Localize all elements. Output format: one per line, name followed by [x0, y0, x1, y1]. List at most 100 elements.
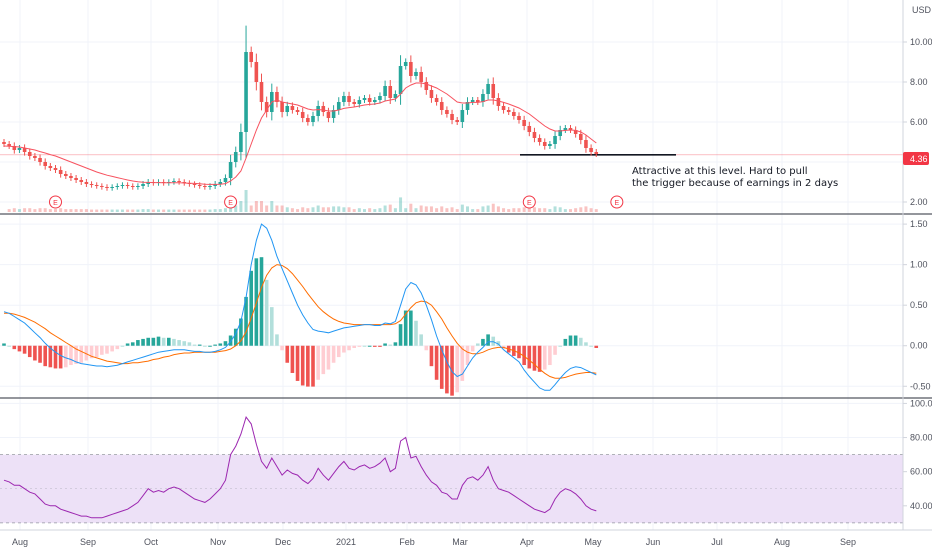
macd-histogram-bar	[249, 270, 253, 346]
macd-histogram-bar	[208, 345, 212, 347]
volume-bar	[198, 209, 202, 212]
macd-histogram-bar	[239, 318, 243, 346]
volume-bar	[275, 205, 279, 212]
macd-histogram	[2, 257, 599, 396]
macd-histogram-bar	[398, 324, 403, 346]
volume-bar	[553, 206, 557, 212]
candle-body	[290, 106, 295, 110]
candle-body	[496, 98, 501, 106]
time-scale[interactable]: Aug Sep Oct Nov Dec 2021 Feb Mar Apr May Jun Jul Aug…	[12, 537, 856, 547]
macd-histogram-bar	[259, 257, 264, 346]
macd-histogram-bar	[100, 345, 104, 355]
volume-bar	[363, 209, 366, 212]
volume-bar	[223, 208, 227, 212]
time-axis-label: Mar	[452, 537, 468, 547]
volume-bar	[471, 209, 475, 212]
candle-body	[522, 120, 526, 126]
macd-histogram-bar	[110, 345, 114, 352]
candle-body	[594, 152, 599, 154]
macd-histogram-bar	[69, 345, 73, 366]
candle-body	[321, 106, 326, 112]
macd-histogram-bar	[167, 337, 171, 346]
candle-body	[7, 144, 11, 146]
macd-signal-line	[4, 264, 597, 379]
macd-histogram-bar	[53, 345, 58, 369]
price-panel[interactable]: E E E E Attractive at this level. Hard to p…	[0, 25, 903, 212]
time-axis-label: Aug	[774, 537, 790, 547]
macd-histogram-bar	[17, 345, 22, 352]
macd-histogram-bar	[156, 336, 161, 346]
volume-bar	[290, 208, 294, 212]
macd-histogram-bar	[373, 345, 377, 347]
macd-histogram-bar	[48, 345, 53, 368]
candle-body	[455, 120, 459, 122]
volume-bar	[203, 209, 207, 212]
volume-bar	[270, 201, 274, 212]
candle-body	[419, 72, 423, 82]
candle-body	[378, 96, 382, 100]
macd-histogram-bar	[491, 336, 496, 346]
candle-body	[584, 140, 588, 148]
axis-tick-label: 2.00	[910, 197, 928, 207]
volume-bar	[538, 208, 542, 212]
macd-histogram-bar	[542, 345, 547, 370]
volume-bar	[74, 209, 78, 212]
volume-bar	[249, 205, 253, 212]
axis-tick-label: 100.00	[910, 398, 932, 408]
volume-bar	[131, 209, 135, 212]
macd-histogram-bar	[233, 328, 238, 346]
candle-body	[336, 102, 341, 110]
macd-histogram-bar	[244, 296, 248, 346]
macd-histogram-bar	[347, 345, 351, 351]
macd-histogram-bar	[203, 345, 207, 347]
macd-histogram-bar	[378, 345, 382, 347]
macd-histogram-bar	[326, 345, 331, 370]
candle-body	[486, 84, 490, 94]
macd-histogram-bar	[172, 338, 176, 346]
volume-bar	[126, 209, 130, 212]
macd-histogram-bar	[38, 345, 42, 363]
macd-histogram-bar	[187, 342, 192, 346]
candle-body	[414, 72, 418, 76]
earnings-marker-label: E	[527, 200, 532, 207]
time-axis-label: Sep	[80, 537, 96, 547]
macd-histogram-bar	[367, 345, 372, 347]
candle-body	[100, 186, 104, 187]
volume-bar	[23, 208, 27, 212]
candle-body	[208, 186, 212, 187]
axis-tick-label: 10.00	[910, 37, 932, 47]
macd-histogram-bar	[213, 344, 217, 346]
volume-bar	[146, 209, 150, 212]
volume-bar	[584, 206, 588, 212]
candle-body	[563, 128, 568, 130]
macd-histogram-bar	[275, 334, 279, 346]
macd-histogram-bar	[2, 343, 6, 346]
candle-body	[259, 82, 264, 102]
axis-tick-label: 80.00	[910, 433, 932, 443]
candle-body	[532, 132, 537, 138]
candle-body	[105, 187, 109, 188]
macd-panel[interactable]	[2, 223, 599, 396]
candle-body	[439, 102, 444, 110]
candle-body	[367, 98, 372, 102]
candle-body	[506, 110, 511, 112]
macd-histogram-bar	[228, 335, 233, 346]
volume-bar	[543, 208, 547, 212]
volume-bar	[522, 207, 526, 212]
volume-bar	[368, 208, 372, 212]
candle-body	[64, 174, 68, 176]
candle-body	[501, 106, 506, 110]
time-axis-label: Jun	[646, 537, 661, 547]
volume-bar	[574, 208, 578, 212]
volume-bar	[512, 208, 516, 212]
rsi-panel[interactable]	[0, 416, 903, 524]
volume-bar	[548, 209, 552, 212]
axis-tick-label: 0.00	[910, 341, 928, 351]
volume-bar	[301, 207, 305, 212]
macd-histogram-bar	[553, 345, 557, 355]
candle-body	[517, 116, 521, 120]
macd-histogram-bar	[74, 345, 78, 364]
candle-body	[527, 126, 532, 132]
candle-body	[347, 96, 351, 102]
volume-bar	[105, 209, 109, 212]
